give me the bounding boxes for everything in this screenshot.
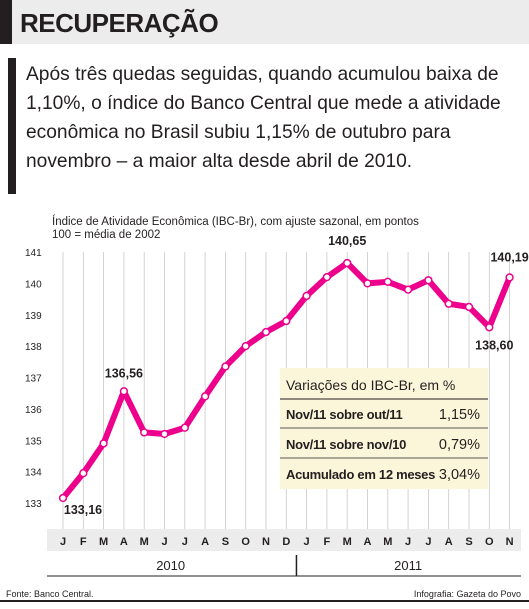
month-label-19: A: [445, 536, 453, 548]
data-point-21: [485, 323, 494, 332]
year-label-2010: 2010: [156, 558, 185, 573]
point-label-22: 140,19: [490, 250, 528, 264]
data-points: [58, 258, 514, 503]
intro-rule: [8, 58, 16, 194]
data-point-0: [58, 493, 68, 503]
y-tick-label-136: 136: [25, 405, 42, 416]
variation-row-value-2: 3,04%: [439, 467, 480, 483]
data-point-3: [119, 387, 129, 396]
month-label-12: J: [304, 536, 310, 548]
month-label-6: J: [182, 536, 188, 548]
point-label-14: 140,65: [328, 234, 366, 248]
variation-row-label-0: Nov/11 sobre out/11: [286, 407, 402, 422]
source-note: Fonte: Banco Central.: [6, 589, 94, 599]
data-point-5: [160, 429, 169, 439]
data-point-12: [302, 291, 311, 301]
point-label-0: 133,16: [64, 503, 102, 517]
point-label-3: 136,56: [105, 366, 143, 380]
data-point-18: [424, 276, 433, 285]
month-label-9: O: [241, 536, 250, 548]
data-point-16: [383, 277, 392, 286]
month-label-20: S: [465, 536, 472, 548]
y-tick-label-134: 134: [25, 468, 42, 479]
month-label-3: A: [120, 536, 128, 548]
chart-subtitle: 100 = média de 2002: [52, 229, 160, 241]
data-point-1: [79, 469, 88, 478]
variation-table-title: Variações do IBC-Br, em %: [286, 377, 455, 393]
month-label-7: A: [201, 536, 209, 548]
month-label-21: O: [485, 536, 494, 548]
data-point-20: [464, 302, 474, 312]
year-label-2011: 2011: [394, 558, 422, 573]
data-point-6: [180, 423, 189, 432]
y-tick-label-139: 139: [25, 311, 42, 322]
month-label-17: J: [405, 536, 411, 548]
data-point-22: [505, 273, 514, 282]
data-point-19: [444, 299, 453, 308]
month-label-15: A: [364, 536, 372, 548]
y-tick-label-141: 141: [25, 248, 42, 259]
data-point-14: [343, 258, 352, 268]
month-label-1: F: [80, 536, 87, 548]
month-axis-band: [47, 529, 521, 551]
y-tick-label-133: 133: [25, 499, 42, 510]
month-label-8: S: [222, 536, 229, 548]
intro-text: Após três quedas seguidas, quando acumul…: [26, 64, 501, 172]
y-axis-ticks: 133 134 135 136 137 138 139 140 141: [25, 248, 42, 510]
data-point-11: [282, 316, 291, 326]
month-label-14: M: [343, 536, 352, 548]
variation-table: Variações do IBC-Br, em % Nov/11 sobre o…: [280, 368, 488, 489]
month-label-0: J: [60, 536, 66, 548]
point-label-21: 138,60: [475, 338, 513, 352]
credit-note: Infografia: Gazeta do Povo: [413, 589, 521, 599]
point-labels: 133,16 136,56 140,65 138,60 140,19: [64, 234, 529, 517]
data-point-8: [221, 362, 230, 371]
variation-row-value-0: 1,15%: [439, 407, 480, 423]
y-tick-label-137: 137: [25, 374, 42, 385]
data-point-13: [322, 272, 332, 282]
page-title: RECUPERAÇÃO: [20, 8, 219, 38]
month-label-22: N: [506, 536, 514, 548]
month-label-10: N: [262, 536, 270, 548]
data-point-9: [241, 341, 250, 351]
month-label-5: J: [161, 536, 167, 548]
chart-title: Índice de Atividade Econômica (IBC-Br), …: [52, 215, 419, 228]
title-bar: [0, 0, 529, 44]
variation-table-bg: [280, 368, 488, 489]
ibc-br-chart: Índice de Atividade Econômica (IBC-Br), …: [25, 215, 529, 577]
year-labels: 2010 2011: [47, 555, 521, 577]
data-point-15: [363, 279, 372, 288]
variation-row-label-2: Acumulado em 12 meses: [286, 467, 435, 482]
variation-table-rows: Nov/11 sobre out/11 1,15% Nov/11 sobre nov…: [280, 407, 488, 483]
data-point-17: [403, 285, 413, 294]
title-accent: [0, 0, 12, 44]
data-point-10: [261, 327, 271, 337]
footer-rule: [0, 600, 529, 602]
y-tick-label-140: 140: [25, 279, 42, 290]
variation-row-label-1: Nov/11 sobre nov/10: [286, 437, 406, 452]
y-tick-label-135: 135: [25, 436, 42, 447]
y-tick-label-138: 138: [25, 342, 42, 353]
month-label-2: M: [99, 536, 108, 548]
variation-row-value-1: 0,79%: [439, 437, 480, 453]
month-label-13: F: [324, 536, 331, 548]
month-label-4: M: [140, 536, 149, 548]
data-point-7: [200, 392, 210, 401]
data-point-4: [140, 428, 149, 437]
month-label-16: M: [383, 536, 392, 548]
month-label-11: D: [282, 536, 290, 548]
month-label-18: J: [425, 536, 431, 548]
data-point-2: [99, 439, 108, 448]
